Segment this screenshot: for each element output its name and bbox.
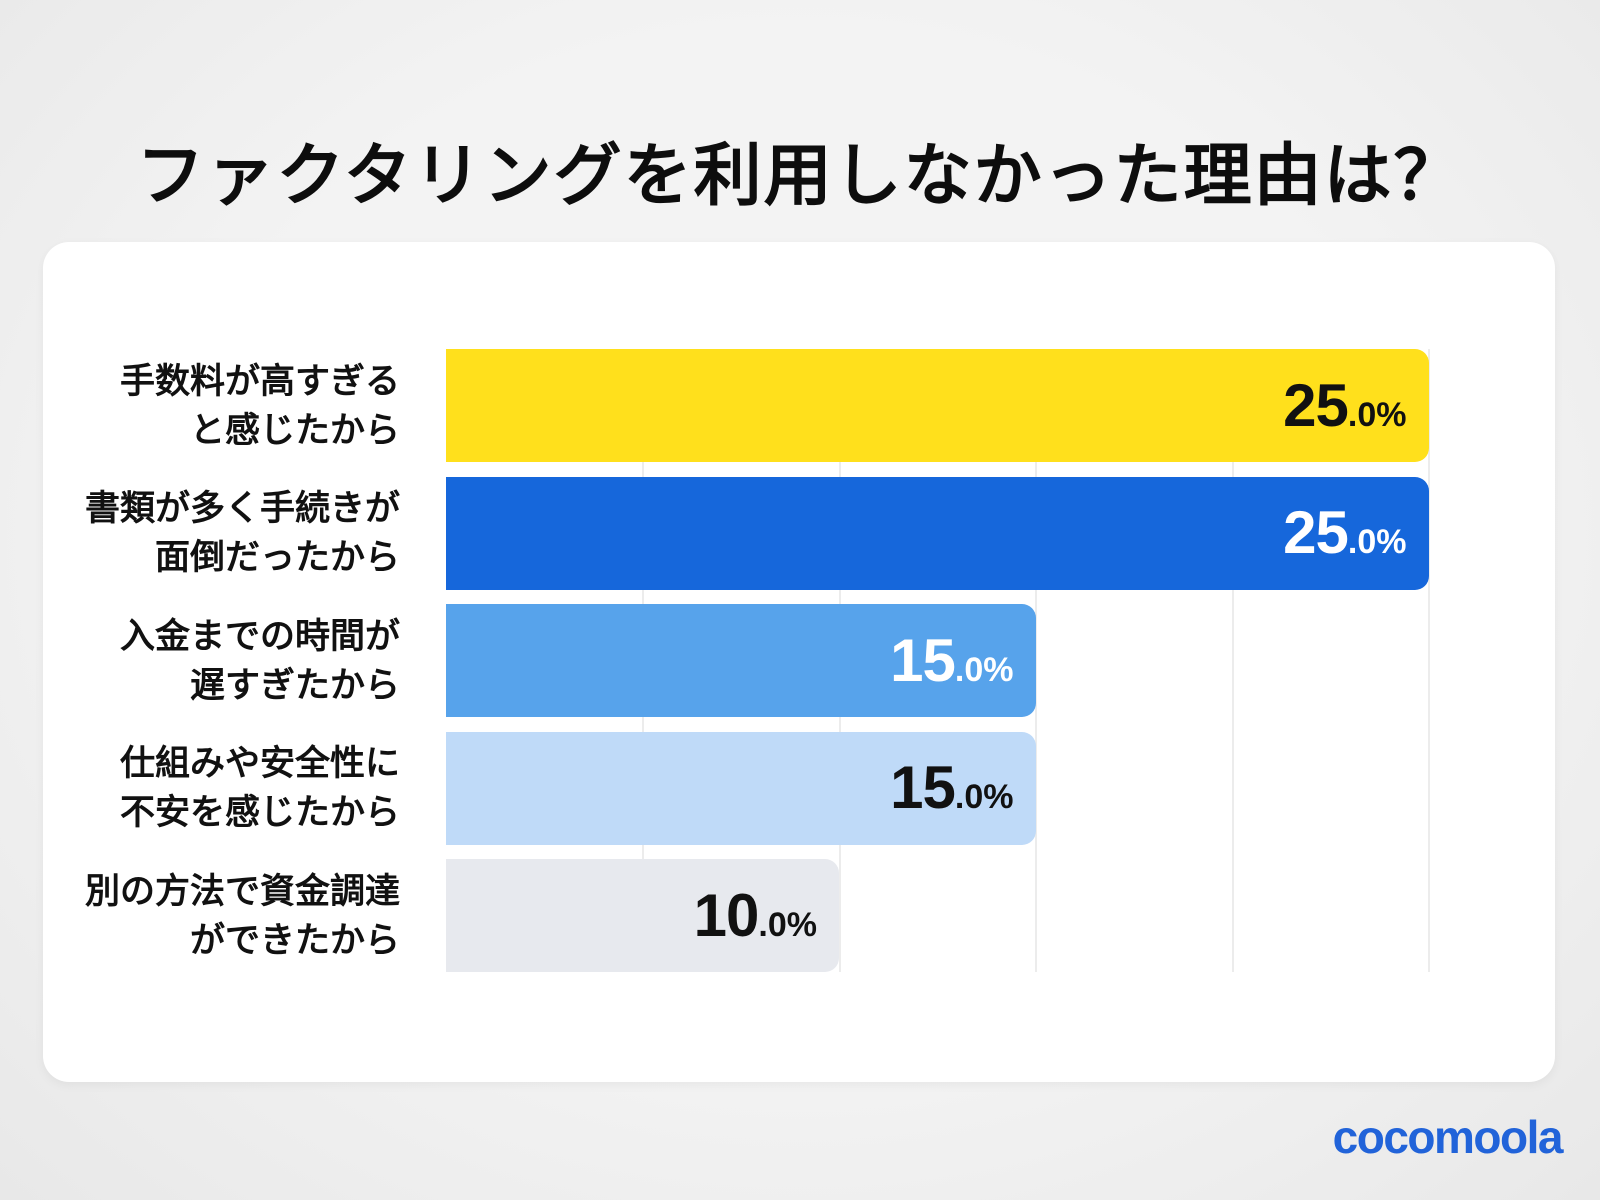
category-label: 別の方法で資金調達 ができたから — [43, 859, 446, 972]
bar-other-funding: 10.0% — [446, 859, 839, 972]
bar-safety-concerns: 15.0% — [446, 731, 1036, 845]
gridline-25pct — [1428, 349, 1430, 972]
category-label: 入金までの時間が 遅すぎたから — [43, 604, 446, 717]
category-label-line: ができたから — [189, 920, 400, 960]
category-label-line: 別の方法で資金調達 — [84, 871, 400, 911]
gridline-15pct — [1035, 349, 1037, 972]
bar-row: 入金までの時間が 遅すぎたから 15.0% — [43, 604, 1555, 717]
cocomoola-logo: cocomoola — [1332, 1111, 1564, 1163]
value-label: 10.0% — [693, 881, 817, 949]
bar-payment-too-slow: 15.0% — [446, 604, 1036, 717]
category-label-line: 書類が多く手続きが — [84, 489, 400, 528]
chart-card: 手数料が高すぎる と感じたから 25.0% 書類が多く手続きが 面倒だったから … — [43, 242, 1555, 1082]
category-label: 仕組みや安全性に 不安を感じたから — [43, 732, 446, 845]
bar-row: 手数料が高すぎる と感じたから 25.0% — [43, 349, 1555, 462]
bar-fee-too-high: 25.0% — [446, 349, 1429, 462]
gridline-20pct — [1232, 349, 1234, 972]
chart-title: ファクタリングを利用しなかった理由は？ — [136, 138, 1464, 214]
bar-track: 15.0% — [446, 731, 1555, 845]
category-label: 書類が多く手続きが 面倒だったから — [43, 477, 446, 590]
value-label: 15.0% — [890, 626, 1014, 694]
category-label: 手数料が高すぎる と感じたから — [43, 349, 446, 462]
category-label-line: 不安を感じたから — [119, 793, 400, 832]
plot-area: 手数料が高すぎる と感じたから 25.0% 書類が多く手続きが 面倒だったから … — [43, 349, 1555, 972]
category-label-line: 手数料が高すぎる — [119, 361, 400, 401]
bar-rows: 手数料が高すぎる と感じたから 25.0% 書類が多く手続きが 面倒だったから … — [43, 349, 1555, 972]
value-label: 25.0% — [1283, 499, 1407, 566]
category-label-line: 遅すぎたから — [189, 665, 400, 705]
value-label: 25.0% — [1283, 371, 1407, 439]
category-label-line: と感じたから — [189, 410, 400, 450]
bar-row: 仕組みや安全性に 不安を感じたから 15.0% — [43, 731, 1555, 845]
bar-paperwork-hassle: 25.0% — [446, 476, 1429, 590]
category-label-line: 面倒だったから — [154, 538, 400, 577]
bar-track: 15.0% — [446, 604, 1555, 717]
category-label-line: 仕組みや安全性に — [119, 744, 400, 783]
bar-track: 10.0% — [446, 859, 1555, 972]
bar-track: 25.0% — [446, 476, 1555, 590]
value-label: 15.0% — [890, 754, 1014, 821]
bar-track: 25.0% — [446, 349, 1555, 462]
bar-row: 別の方法で資金調達 ができたから 10.0% — [43, 859, 1555, 972]
bar-row: 書類が多く手続きが 面倒だったから 25.0% — [43, 476, 1555, 590]
category-label-line: 入金までの時間が — [119, 616, 400, 656]
